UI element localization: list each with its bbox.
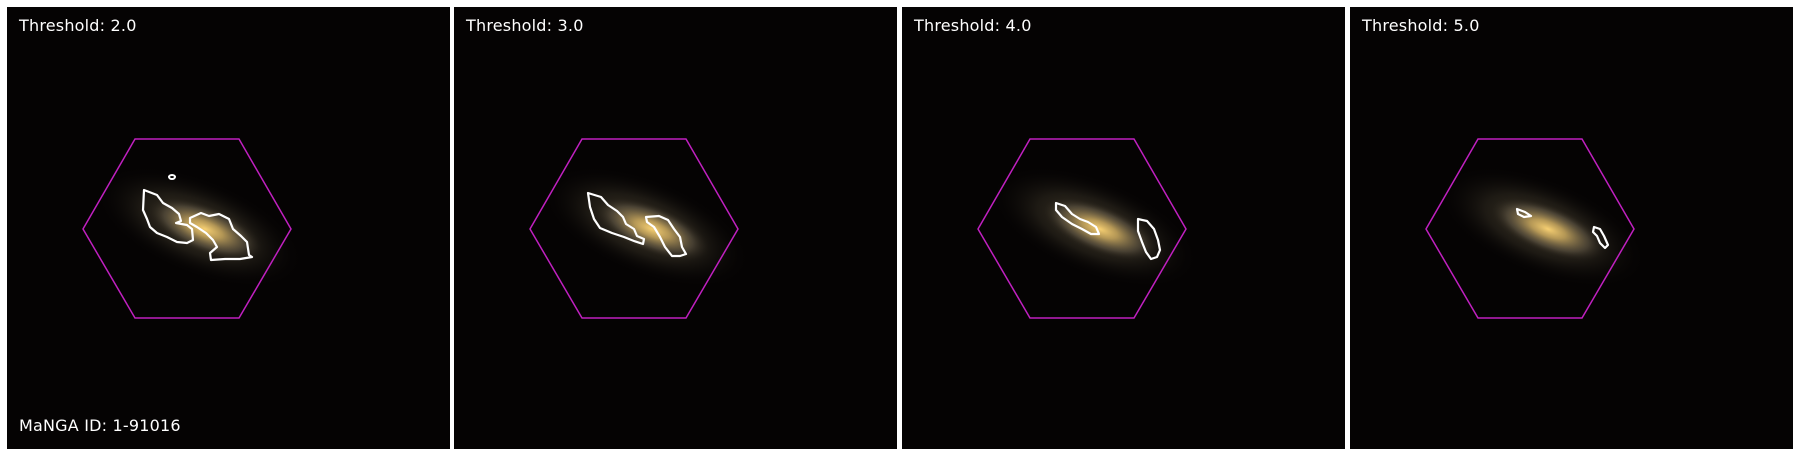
panel-threshold-4: Threshold: 4.0 xyxy=(902,7,1345,449)
threshold-label: Threshold: 5.0 xyxy=(1362,16,1480,35)
contour-region xyxy=(1591,225,1610,250)
threshold-label: Threshold: 4.0 xyxy=(914,16,1032,35)
threshold-label: Threshold: 3.0 xyxy=(466,16,584,35)
galaxy-image xyxy=(529,138,750,319)
galaxy-core xyxy=(146,196,264,262)
galaxy-image xyxy=(977,138,1198,319)
panel-threshold-3: Threshold: 3.0 xyxy=(454,7,897,449)
contour-region xyxy=(168,174,176,180)
contour-region xyxy=(1515,207,1533,219)
contour-region xyxy=(1054,201,1101,236)
panel-threshold-5: Threshold: 5.0 xyxy=(1350,7,1793,449)
manga-id-label: MaNGA ID: 1-91016 xyxy=(19,416,181,435)
panel-threshold-2: Threshold: 2.0 MaNGA ID: 1-91016 xyxy=(7,7,450,449)
contour-region xyxy=(644,214,688,258)
galaxy-core xyxy=(1489,196,1607,262)
contour-region xyxy=(188,211,254,262)
contour-region xyxy=(586,191,646,246)
contour-region xyxy=(1136,217,1162,261)
galaxy-image xyxy=(1425,138,1646,319)
ifu-hexagon xyxy=(82,138,292,319)
contour-region xyxy=(141,188,195,245)
ifu-hexagon xyxy=(977,138,1187,319)
galaxy-image xyxy=(82,138,303,319)
threshold-label: Threshold: 2.0 xyxy=(19,16,137,35)
ifu-hexagon xyxy=(529,138,739,319)
ifu-hexagon xyxy=(1425,138,1635,319)
